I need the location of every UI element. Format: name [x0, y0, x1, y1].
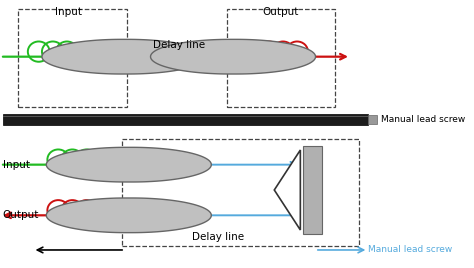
Text: Manual lead screw: Manual lead screw — [381, 115, 465, 124]
Text: Input: Input — [55, 7, 82, 17]
Polygon shape — [42, 39, 207, 74]
Bar — [18, 9, 127, 107]
Text: Input: Input — [3, 160, 30, 170]
Polygon shape — [274, 150, 301, 230]
Text: Output: Output — [263, 7, 299, 17]
Text: Delay line: Delay line — [153, 40, 205, 50]
Bar — [3, 114, 368, 125]
Polygon shape — [151, 39, 316, 74]
Polygon shape — [46, 147, 211, 182]
Bar — [3, 116, 368, 117]
Polygon shape — [46, 198, 211, 233]
Text: Output: Output — [3, 210, 39, 220]
Bar — [302, 146, 322, 234]
Bar — [122, 139, 359, 246]
Bar — [368, 114, 377, 124]
Text: Delay line: Delay line — [192, 232, 244, 242]
Text: Manual lead screw: Manual lead screw — [368, 245, 452, 255]
Bar — [227, 9, 335, 107]
